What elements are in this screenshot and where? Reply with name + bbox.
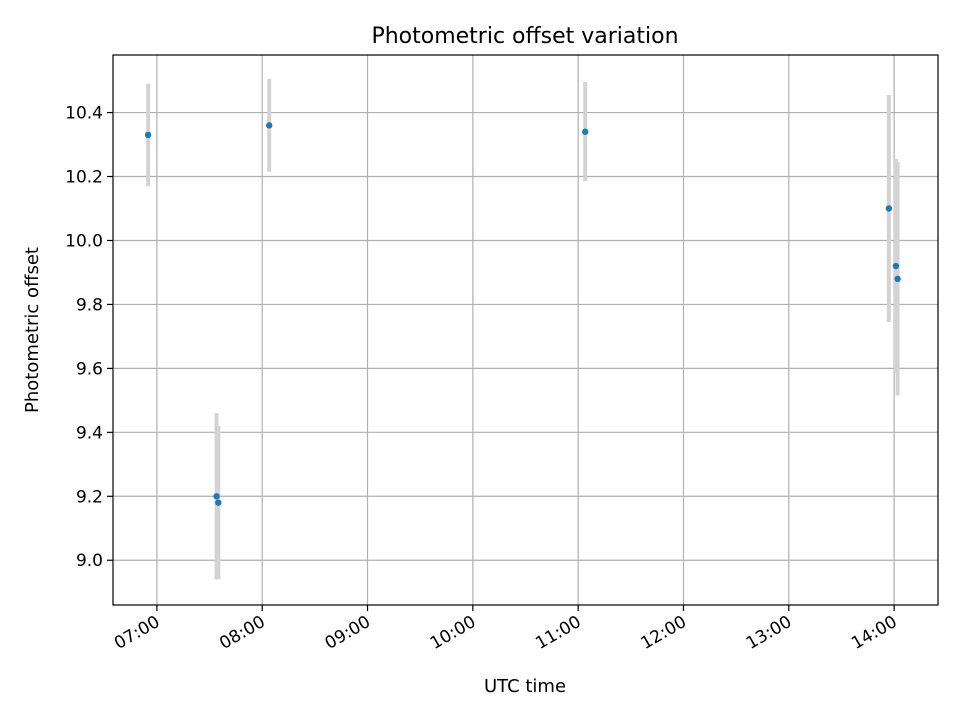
- grid: [113, 55, 938, 605]
- x-tick-label: 08:00: [216, 612, 268, 654]
- x-tick-label: 13:00: [743, 612, 795, 654]
- x-axis-ticks: 07:00 08:00 09:00 10:00 11:00 12:00 13:00 14:00: [111, 605, 901, 654]
- data-point: [581, 128, 589, 135]
- y-axis-label: Photometric offset: [22, 247, 43, 413]
- y-tick-label: 9.4: [76, 423, 103, 443]
- data-point: [266, 122, 273, 129]
- data-point: [885, 205, 893, 212]
- x-tick-label: 07:00: [111, 612, 163, 654]
- y-tick-label: 9.6: [76, 359, 103, 379]
- y-tick-label: 9.8: [76, 295, 103, 315]
- y-tick-label: 10.0: [65, 231, 103, 251]
- y-tick-label: 9.0: [76, 551, 103, 571]
- x-tick-label: 14:00: [848, 612, 900, 654]
- x-tick-label: 10:00: [427, 612, 479, 654]
- y-tick-label: 9.2: [76, 487, 103, 507]
- x-tick-label: 11:00: [532, 612, 584, 654]
- chart-title: Photometric offset variation: [371, 24, 678, 49]
- plot-area-frame: [112, 54, 939, 606]
- x-tick-label: 09:00: [322, 612, 374, 654]
- error-bars: [146, 78, 900, 580]
- data-point: [213, 493, 220, 500]
- data-points: [144, 122, 901, 506]
- x-tick-label: 12:00: [638, 612, 690, 654]
- data-point: [144, 131, 152, 139]
- data-point: [892, 262, 900, 270]
- x-axis-label: UTC time: [484, 676, 566, 697]
- y-axis-ticks: 9.0 9.2 9.4 9.6 9.8 10.0 10.2 10.4: [65, 104, 113, 571]
- y-tick-label: 10.4: [65, 104, 103, 124]
- y-tick-label: 10.2: [65, 168, 103, 188]
- data-point: [215, 499, 222, 506]
- data-point: [894, 275, 901, 283]
